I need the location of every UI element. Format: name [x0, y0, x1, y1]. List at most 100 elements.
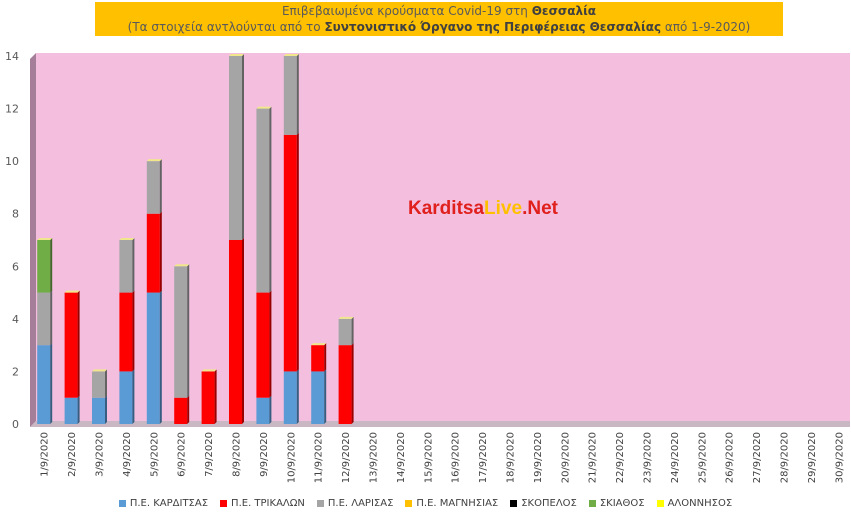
- bar-segment: [283, 134, 297, 372]
- bar-segment: [256, 397, 270, 424]
- bar-segment-side: [132, 290, 135, 372]
- bar-segment: [174, 397, 188, 424]
- x-tick-label: 22/9/2020: [615, 432, 626, 483]
- bar-segment-side: [324, 369, 327, 424]
- plot-area-side-wall: [30, 53, 36, 427]
- bar-top: [229, 54, 244, 56]
- bar-segment: [146, 213, 160, 293]
- bar-segment-side: [77, 290, 80, 398]
- bar-segment-side: [159, 211, 162, 293]
- x-tick-label: 30/9/2020: [834, 432, 845, 483]
- x-tick-label: 29/9/2020: [807, 432, 818, 483]
- bar-segment-side: [105, 395, 107, 424]
- legend-entry: ΑΛΟΝΝΗΣΟΣ: [656, 498, 733, 509]
- bar-segment: [283, 56, 297, 135]
- y-tick-label: 10: [5, 155, 19, 168]
- x-tick-label: 11/9/2020: [314, 432, 325, 483]
- legend-entry: Π.Ε. ΛΑΡΙΣΑΣ: [316, 498, 393, 509]
- legend-swatch: [405, 499, 413, 507]
- x-tick-label: 21/9/2020: [588, 432, 599, 483]
- bar-segment: [256, 292, 270, 398]
- bar-segment-side: [324, 343, 327, 372]
- bar-segment-side: [296, 369, 299, 424]
- bar-segment: [338, 318, 352, 346]
- legend-entry: Π.Ε. ΤΡΙΚΑΛΩΝ: [220, 498, 305, 509]
- x-tick-label: 25/9/2020: [697, 432, 708, 483]
- bar-segment: [119, 240, 133, 293]
- bar-segment: [37, 292, 51, 346]
- x-tick-label: 6/9/2020: [177, 432, 188, 477]
- bar-segment-side: [269, 395, 272, 424]
- bar-segment: [64, 292, 78, 398]
- y-tick-label: 0: [12, 418, 19, 431]
- legend-swatch: [510, 499, 518, 507]
- bar-top: [174, 264, 190, 267]
- bar-segment-side: [50, 343, 53, 424]
- bar-segment: [201, 371, 215, 424]
- bar-top: [338, 316, 354, 319]
- legend-swatch: [588, 499, 596, 507]
- bar-segment: [92, 371, 105, 398]
- bar-top: [311, 343, 327, 346]
- x-axis: 1/9/2020 2/9/2020 3/9/2020 4/9/2020 5/9/2020…: [40, 432, 846, 483]
- bar-segment: [229, 56, 242, 240]
- bar-segment: [146, 292, 160, 424]
- bar-segment-side: [159, 290, 162, 424]
- legend-swatch: [118, 499, 126, 507]
- bar-segment-side: [132, 238, 135, 293]
- chart-legend: Π.Ε. ΚΑΡΔΙΤΣΑΣ Π.Ε. ΤΡΙΚΑΛΩΝ Π.Ε. ΛΑΡΙΣΑΣ Π…: [0, 498, 851, 509]
- x-tick-label: 1/9/2020: [40, 432, 51, 477]
- bar-segment: [311, 371, 325, 424]
- bar-segment-side: [214, 369, 217, 424]
- bar-segment-side: [187, 264, 190, 398]
- bar-segment: [37, 345, 51, 424]
- bar-segment-side: [242, 54, 244, 240]
- x-tick-label: 9/9/2020: [259, 432, 270, 477]
- x-tick-label: 13/9/2020: [369, 432, 380, 483]
- legend-label: ΣΚΙΑΘΟΣ: [599, 498, 645, 509]
- bar-segment: [256, 108, 270, 293]
- bar-top: [146, 159, 162, 162]
- bar-segment: [119, 292, 133, 372]
- bar-segment: [311, 345, 325, 372]
- x-tick-label: 18/9/2020: [506, 432, 517, 483]
- x-tick-label: 16/9/2020: [451, 432, 462, 483]
- bar-segment-side: [187, 395, 190, 424]
- chart-title: Επιβεβαιωμένα κρούσματα Covid-19 στη Θεσ…: [95, 2, 783, 36]
- x-tick-label: 2/9/2020: [67, 432, 78, 477]
- x-tick-label: 28/9/2020: [780, 432, 791, 483]
- bar-segment: [146, 161, 160, 214]
- legend-label: Π.Ε. ΤΡΙΚΑΛΩΝ: [231, 498, 305, 509]
- bar-segment: [119, 371, 133, 424]
- bar-segment: [64, 397, 78, 424]
- watermark: KarditsaLive.Net: [408, 198, 558, 220]
- y-tick-label: 8: [12, 208, 19, 221]
- y-tick-label: 2: [12, 365, 19, 378]
- bars: [37, 54, 354, 424]
- title-line-2: (Τα στοιχεία αντλούνται από το Συντονιστ…: [127, 20, 751, 34]
- y-tick-label: 12: [5, 103, 19, 116]
- bar-top: [64, 290, 80, 293]
- x-tick-label: 27/9/2020: [752, 432, 763, 483]
- bar-segment: [92, 397, 105, 424]
- bar-segment-side: [351, 343, 354, 424]
- bar-top: [256, 106, 272, 109]
- x-tick-label: 24/9/2020: [670, 432, 681, 483]
- bar-segment: [174, 266, 188, 398]
- legend-label: ΑΛΟΝΝΗΣΟΣ: [667, 498, 733, 509]
- plot-area-background: [36, 53, 850, 421]
- bar-top: [119, 238, 135, 240]
- legend-entry: Π.Ε. ΚΑΡΔΙΤΣΑΣ: [118, 498, 208, 509]
- x-tick-label: 3/9/2020: [95, 432, 106, 477]
- bar-segment-side: [159, 159, 162, 214]
- legend-swatch: [220, 499, 228, 507]
- y-axis: 0 2 4 6 8 10 12 14: [5, 50, 19, 431]
- x-tick-label: 14/9/2020: [396, 432, 407, 483]
- bar-segment-side: [351, 316, 354, 346]
- x-tick-label: 19/9/2020: [533, 432, 544, 483]
- bar-segment-side: [242, 238, 244, 424]
- bar-segment: [229, 240, 242, 424]
- bar-segment-side: [132, 369, 135, 424]
- bar-segment-side: [77, 395, 80, 424]
